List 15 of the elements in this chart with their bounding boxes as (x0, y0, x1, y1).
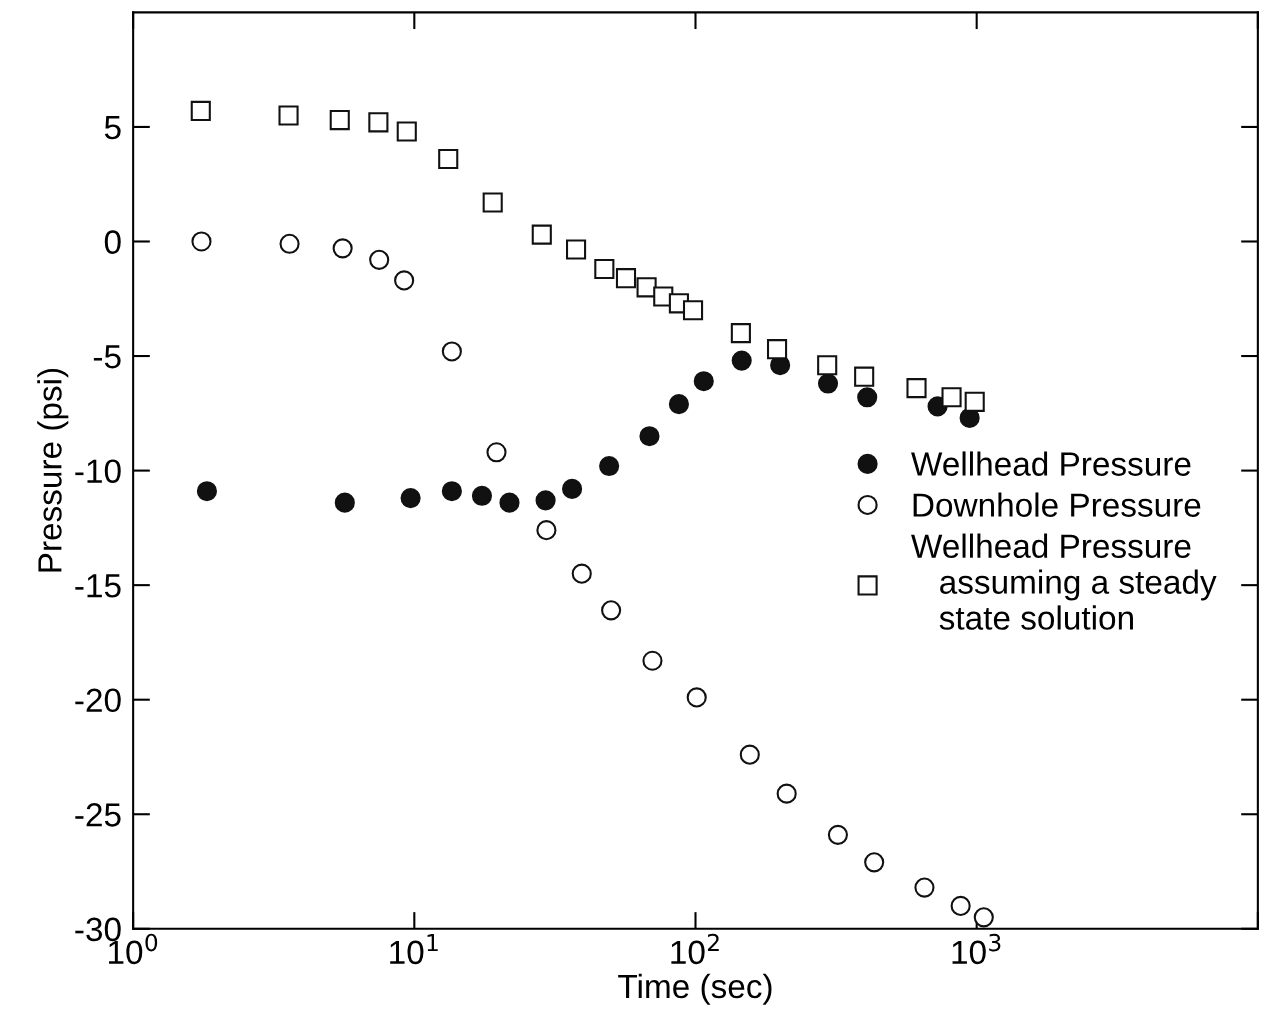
x-tick-label: 10$^{3}$ (952, 933, 1001, 965)
x-axis-title: Time (sec) (618, 973, 772, 1005)
y-tick-label: 5 (104, 116, 121, 140)
y-tick-label: 0 (104, 230, 121, 254)
y-tick-label: -10 (75, 459, 121, 483)
legend-label: Wellhead Pressure assuming a steady state solution (911, 533, 1217, 630)
legend-label: Wellhead Pressure (911, 451, 1191, 476)
x-tick-label: 10$^{1}$ (390, 934, 438, 965)
legend-label: Downhole Pressure (913, 492, 1201, 517)
y-axis-title: Pressure (psi) (37, 368, 69, 572)
x-tick-label: 10$^{2}$ (671, 933, 719, 965)
y-tick-label: -20 (75, 688, 121, 713)
y-tick-label: -25 (75, 803, 121, 827)
y-tick-label: -5 (93, 345, 121, 369)
y-tick-label: -15 (75, 574, 121, 598)
